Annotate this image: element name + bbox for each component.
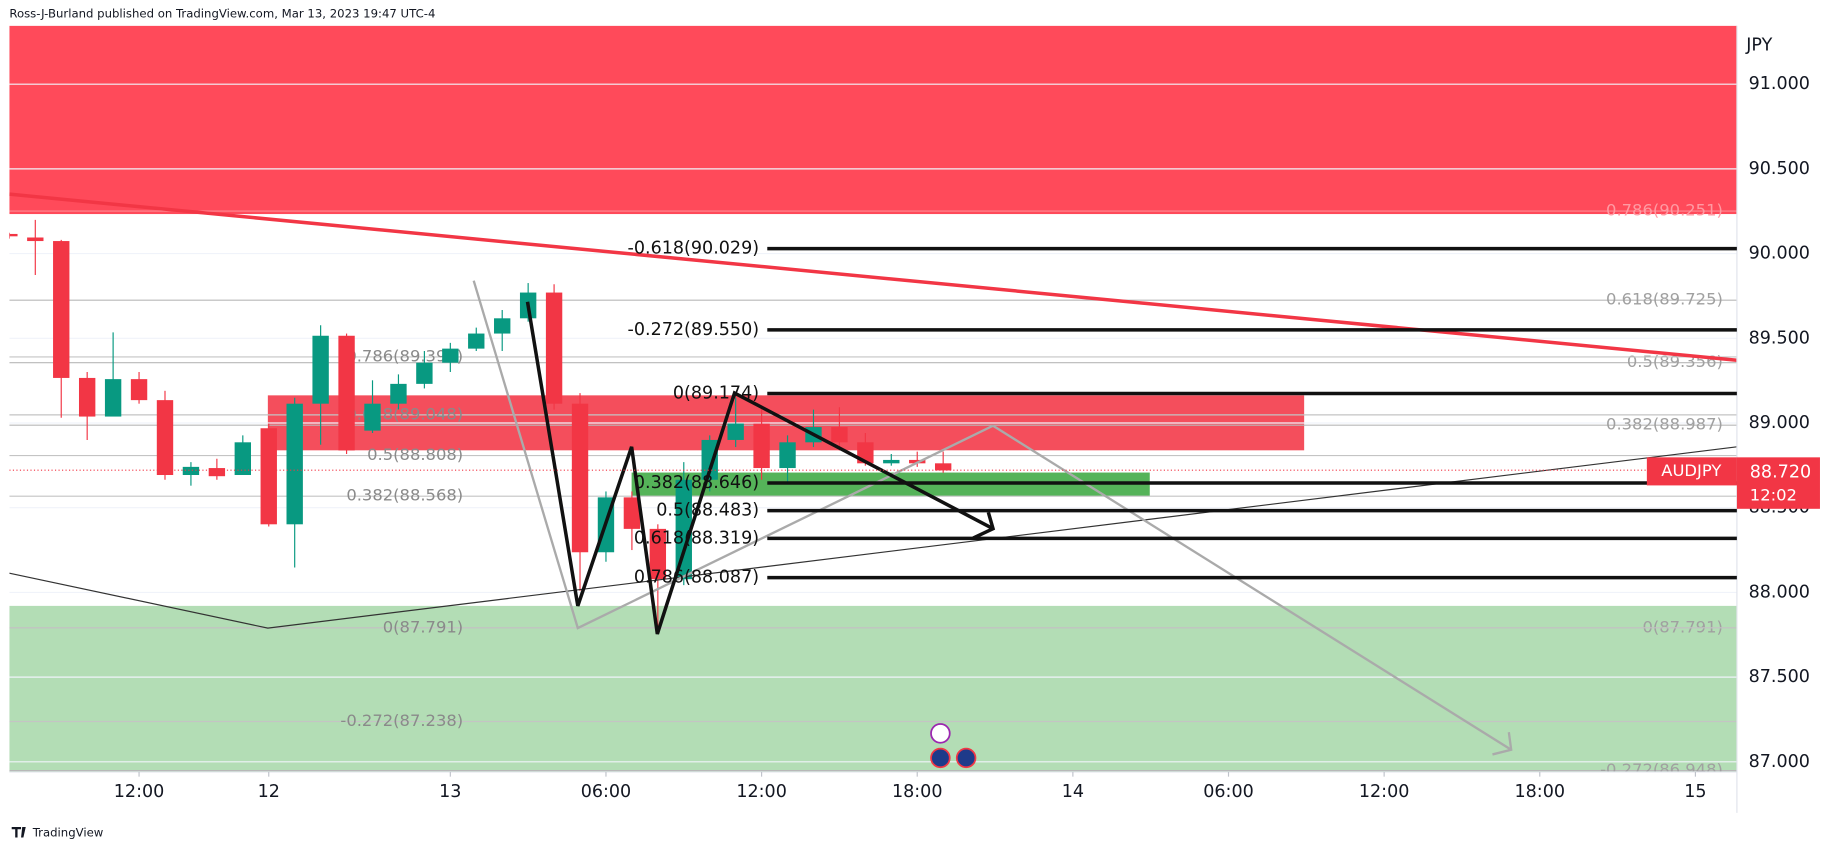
candle-body — [53, 241, 70, 378]
candle-body — [208, 468, 226, 477]
arrow-head — [972, 511, 996, 540]
currency: JPY — [1745, 36, 1772, 56]
y-tick-label: 88.000 — [1749, 582, 1810, 602]
fib-label: -0.272(86.948) — [1600, 760, 1723, 779]
fib-label: 0.382(88.646) — [634, 473, 759, 493]
x-tick-label: 12:00 — [1359, 782, 1410, 802]
y-tick-label: 91.000 — [1749, 74, 1810, 94]
fib-black: -0.618(90.029) -0.272(89.550) 0(89.174) 0.3… — [628, 239, 1737, 588]
candle-body — [338, 335, 355, 451]
arrow-head — [1492, 732, 1513, 756]
x-tick-label: 18:00 — [1515, 782, 1566, 802]
candle-body — [156, 400, 174, 476]
candle-body — [286, 403, 303, 525]
candle-body — [831, 427, 848, 443]
candle-body — [130, 379, 148, 401]
x-tick-label: 13 — [439, 782, 461, 802]
candle-body — [364, 403, 381, 431]
candle-body — [701, 439, 718, 480]
fib-label: 0.5(88.483) — [656, 501, 759, 521]
fib-label: 0.786(88.087) — [634, 568, 759, 588]
candle-body — [883, 459, 900, 464]
projection — [472, 280, 1512, 751]
candle-body — [9, 233, 18, 237]
x-tick-label: 12 — [258, 782, 280, 802]
fib-label: 0.382(88.987) — [1606, 415, 1723, 434]
countdown: 12:02 — [1750, 485, 1797, 504]
x-tick-label: 15 — [1684, 782, 1706, 802]
fib-label: 0(87.791) — [1642, 617, 1722, 636]
price-tag — [1736, 457, 1820, 509]
symbol-tag — [1646, 457, 1737, 486]
symbol: AUDJPY — [1661, 461, 1722, 480]
x-tick-label: 12:00 — [114, 782, 165, 802]
x-tick-label: 12:00 — [736, 782, 787, 802]
trend-line — [9, 446, 1737, 629]
event-icon — [930, 723, 951, 744]
y-tick-label: 87.000 — [1749, 752, 1810, 772]
candle-body — [571, 403, 589, 553]
candle-body — [545, 292, 563, 404]
candle-body — [649, 528, 667, 580]
header: Ross-J-Burland published on TradingView.… — [9, 7, 435, 21]
candle-body — [78, 377, 96, 417]
event-icon — [930, 747, 951, 769]
trend-line — [9, 192, 1737, 363]
candle-body — [494, 318, 511, 334]
logo — [11, 826, 26, 838]
levels: 0.786(90.251)0.618(89.725)0.5(89.356)0.3… — [9, 83, 1737, 779]
x-tick-label: 06:00 — [581, 782, 632, 802]
fib-label: 0.786(90.251) — [1606, 201, 1723, 220]
candle-body — [675, 479, 692, 580]
candle-body — [442, 348, 459, 363]
fib-label: 0.618(89.048) — [346, 404, 463, 423]
candle-body — [934, 463, 952, 471]
y-tick-label: 89.000 — [1749, 413, 1810, 433]
candle-body — [182, 466, 200, 476]
fib-label: -0.618(90.029) — [628, 239, 760, 259]
y-tick-label: 90.500 — [1749, 159, 1810, 179]
resistance-zone — [9, 25, 1737, 215]
fib-label: 0(89.174) — [673, 384, 759, 404]
candle-body — [468, 333, 485, 349]
fib-label: 0(87.791) — [383, 617, 463, 636]
candle-body — [27, 237, 44, 242]
y-tick-label: 90.000 — [1749, 244, 1810, 264]
candle-body — [416, 362, 433, 384]
drawings — [9, 192, 1737, 769]
candle-body — [623, 497, 641, 529]
y-tick-label: 87.500 — [1749, 667, 1810, 687]
x-tick-label: 18:00 — [892, 782, 943, 802]
candle-body — [390, 383, 407, 404]
candle-body — [260, 428, 277, 525]
y-tick-label: 89.500 — [1749, 328, 1810, 348]
event-icon — [955, 747, 977, 769]
fib-label: 0.618(88.319) — [634, 528, 759, 548]
fib-label: -0.272(87.238) — [340, 711, 463, 730]
zigzag — [525, 301, 994, 635]
support-zone — [9, 605, 1737, 772]
fib-label: 0.5(88.808) — [367, 445, 463, 464]
candle-body — [727, 423, 744, 440]
fib-label: 0.786(89.390) — [346, 346, 463, 365]
candle-body — [753, 423, 770, 469]
x-tick-label: 06:00 — [1203, 782, 1254, 802]
candle-body — [234, 442, 251, 476]
fib-label: -0.272(89.550) — [628, 320, 760, 340]
last-price: 88.720 — [1750, 463, 1811, 483]
fib-label: 0.618(89.725) — [1606, 290, 1723, 309]
footer: TradingView — [32, 825, 104, 839]
candles — [9, 219, 952, 632]
candle-body — [312, 335, 329, 404]
candle-body — [104, 379, 122, 417]
x-tick-label: 14 — [1062, 782, 1084, 802]
candle-body — [779, 442, 796, 469]
fib-label: 0.382(88.568) — [346, 486, 463, 505]
